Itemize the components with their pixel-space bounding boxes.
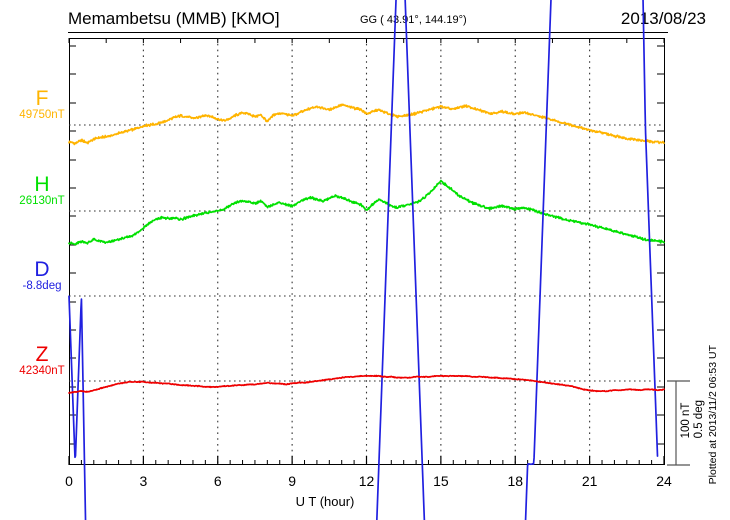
x-axis-tick-label: 0: [65, 473, 73, 489]
trace-label-d: D -8.8deg: [22, 258, 62, 293]
trace-symbol-h: H: [34, 173, 50, 196]
trace-label-f: F 49750nT: [19, 87, 65, 122]
x-axis-tick-label: 21: [581, 473, 598, 489]
trace-label-z: Z 42340nT: [19, 343, 65, 378]
x-axis-title: U T (hour): [0, 494, 730, 509]
trace-symbol-z: Z: [35, 343, 49, 366]
x-axis-tick-label: 24: [656, 473, 672, 489]
scale-bar-label: 100 nT 0.5 deg: [680, 400, 706, 438]
plot-frame: [69, 38, 664, 465]
page-title: Memambetsu (MMB) [KMO]: [68, 9, 280, 28]
trace-baseline-value-h: 26130nT: [19, 195, 65, 207]
observation-date: 2013/08/23: [620, 9, 706, 28]
header-divider: [68, 32, 668, 33]
scale-nt-label: 100 nT: [680, 402, 692, 439]
trace-symbol-f: F: [35, 87, 49, 110]
trace-label-h: H 26130nT: [19, 173, 65, 208]
trace-baseline-value-d: -8.8deg: [22, 280, 62, 292]
x-axis-tick-label: 18: [507, 473, 524, 489]
x-axis-tick-label: 15: [433, 473, 449, 489]
geographic-coordinates: GG ( 43.91°, 144.19°): [360, 14, 467, 26]
plotted-at-timestamp: Plotted at 2013/11/2 06:53 UT: [707, 345, 719, 485]
trace-baseline-value-f: 49750nT: [19, 109, 65, 121]
plot-right-border: [664, 38, 666, 465]
x-axis-title-text: U T (hour): [295, 494, 355, 509]
scale-deg-label: 0.5 deg: [693, 400, 705, 439]
x-axis-tick-label: 12: [358, 473, 375, 489]
trace-baseline-value-z: 42340nT: [19, 365, 65, 377]
trace-symbol-d: D: [34, 258, 50, 281]
x-axis-tick-label: 9: [288, 473, 297, 489]
x-axis-tick-label: 3: [139, 473, 148, 489]
x-axis-tick-label: 6: [213, 473, 222, 489]
